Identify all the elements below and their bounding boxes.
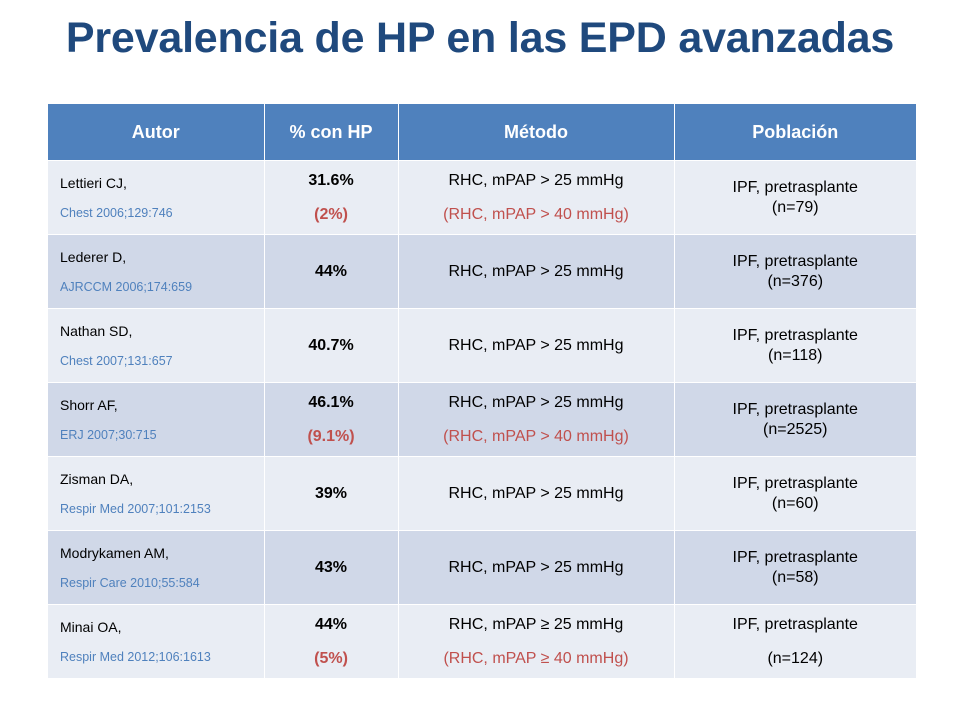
author-reference: Respir Med 2012;106:1613 [60, 649, 211, 664]
table-row: Shorr AF, ERJ 2007;30:715 46.1% (9.1%) R… [48, 382, 916, 457]
population-n: (n=124) [767, 649, 824, 667]
method-value: RHC, mPAP > 25 mmHg [448, 171, 624, 189]
author-name: Nathan SD, [60, 322, 133, 339]
author-reference: Chest 2006;129:746 [60, 205, 173, 220]
author-cell: Zisman DA, Respir Med 2007;101:2153 [48, 456, 265, 531]
pct-value: 40.7% [308, 336, 354, 354]
author-reference: Respir Med 2007;101:2153 [60, 501, 211, 516]
population-value: IPF, pretrasplante [732, 474, 858, 492]
author-cell: Lederer D, AJRCCM 2006;174:659 [48, 234, 265, 309]
table-row: Modrykamen AM, Respir Care 2010;55:584 4… [48, 530, 916, 605]
population-cell: IPF, pretrasplante (n=118) [674, 308, 916, 383]
method-value: RHC, mPAP > 25 mmHg [448, 262, 624, 280]
author-name: Lettieri CJ, [60, 174, 127, 191]
pct-value: 46.1% [308, 393, 354, 411]
pct-cell: 40.7% [264, 308, 399, 383]
pct-cell: 31.6% (2%) [264, 160, 399, 235]
author-reference: ERJ 2007;30:715 [60, 427, 157, 442]
author-name: Shorr AF, [60, 396, 118, 413]
author-cell: Nathan SD, Chest 2007;131:657 [48, 308, 265, 383]
method-cell: RHC, mPAP > 25 mmHg (RHC, mPAP > 40 mmHg… [398, 382, 675, 457]
method-cell: RHC, mPAP ≥ 25 mmHg (RHC, mPAP ≥ 40 mmHg… [398, 604, 675, 678]
population-cell: IPF, pretrasplante (n=79) [674, 160, 916, 235]
author-reference: AJRCCM 2006;174:659 [60, 279, 193, 294]
method-cell: RHC, mPAP > 25 mmHg (RHC, mPAP > 40 mmHg… [398, 160, 675, 235]
population-value: IPF, pretrasplante [732, 252, 858, 270]
population-value: IPF, pretrasplante [732, 178, 858, 196]
method-value: RHC, mPAP > 25 mmHg [448, 484, 624, 502]
pct-value: 44% [314, 615, 348, 633]
population-cell: IPF, pretrasplante (n=58) [674, 530, 916, 605]
author-name: Zisman DA, [60, 470, 134, 487]
method-value: RHC, mPAP > 25 mmHg [448, 558, 624, 576]
author-reference: Chest 2007;131:657 [60, 353, 173, 368]
table-header-row: Autor % con HP Método Población [48, 104, 916, 161]
author-name: Minai OA, [60, 618, 122, 635]
pct-secondary-value: (5%) [314, 649, 348, 667]
method-secondary-value: (RHC, mPAP > 40 mmHg) [443, 205, 629, 223]
author-cell: Minai OA, Respir Med 2012;106:1613 [48, 604, 265, 678]
population-value: IPF, pretrasplante [732, 548, 858, 566]
population-n: (n=79) [771, 198, 819, 216]
population-cell: IPF, pretrasplante (n=60) [674, 456, 916, 531]
prevalence-table: Autor % con HP Método Población Lettieri… [48, 104, 916, 678]
header-poblacion: Población [674, 104, 916, 161]
population-n: (n=118) [768, 346, 823, 364]
pct-cell: 46.1% (9.1%) [264, 382, 399, 457]
method-secondary-value: (RHC, mPAP ≥ 40 mmHg) [443, 649, 629, 667]
author-cell: Shorr AF, ERJ 2007;30:715 [48, 382, 265, 457]
population-value: IPF, pretrasplante [732, 615, 858, 633]
method-cell: RHC, mPAP > 25 mmHg [398, 234, 675, 309]
population-n: (n=376) [767, 272, 824, 290]
pct-value: 43% [314, 558, 348, 576]
author-cell: Modrykamen AM, Respir Care 2010;55:584 [48, 530, 265, 605]
method-value: RHC, mPAP > 25 mmHg [448, 393, 624, 411]
method-value: RHC, mPAP > 25 mmHg [448, 336, 624, 354]
population-n: (n=58) [771, 568, 819, 586]
pct-cell: 39% [264, 456, 399, 531]
method-cell: RHC, mPAP > 25 mmHg [398, 456, 675, 531]
table-row: Lettieri CJ, Chest 2006;129:746 31.6% (2… [48, 160, 916, 235]
table-row: Lederer D, AJRCCM 2006;174:659 44% RHC, … [48, 234, 916, 309]
method-cell: RHC, mPAP > 25 mmHg [398, 530, 675, 605]
pct-value: 44% [314, 262, 348, 280]
author-cell: Lettieri CJ, Chest 2006;129:746 [48, 160, 265, 235]
header-pct-hp: % con HP [264, 104, 399, 161]
table-row: Zisman DA, Respir Med 2007;101:2153 39% … [48, 456, 916, 531]
population-n: (n=60) [771, 494, 819, 512]
pct-secondary-value: (9.1%) [307, 427, 355, 445]
pct-secondary-value: (2%) [314, 205, 348, 223]
pct-cell: 44% (5%) [264, 604, 399, 678]
population-value: IPF, pretrasplante [732, 326, 858, 344]
header-metodo: Método [398, 104, 675, 161]
header-autor: Autor [48, 104, 265, 161]
method-secondary-value: (RHC, mPAP > 40 mmHg) [443, 427, 629, 445]
pct-value: 31.6% [308, 171, 354, 189]
pct-cell: 43% [264, 530, 399, 605]
population-n: (n=2525) [763, 420, 828, 438]
population-cell: IPF, pretrasplante (n=124) [674, 604, 916, 678]
table-row: Nathan SD, Chest 2007;131:657 40.7% RHC,… [48, 308, 916, 383]
pct-cell: 44% [264, 234, 399, 309]
pct-value: 39% [314, 484, 348, 502]
population-cell: IPF, pretrasplante (n=2525) [674, 382, 916, 457]
page-title: Prevalencia de HP en las EPD avanzadas [65, 14, 895, 62]
author-reference: Respir Care 2010;55:584 [60, 575, 200, 590]
population-value: IPF, pretrasplante [732, 400, 858, 418]
method-value: RHC, mPAP ≥ 25 mmHg [448, 615, 624, 633]
method-cell: RHC, mPAP > 25 mmHg [398, 308, 675, 383]
table-row: Minai OA, Respir Med 2012;106:1613 44% (… [48, 604, 916, 678]
author-name: Lederer D, [60, 248, 127, 265]
population-cell: IPF, pretrasplante (n=376) [674, 234, 916, 309]
author-name: Modrykamen AM, [60, 544, 169, 561]
